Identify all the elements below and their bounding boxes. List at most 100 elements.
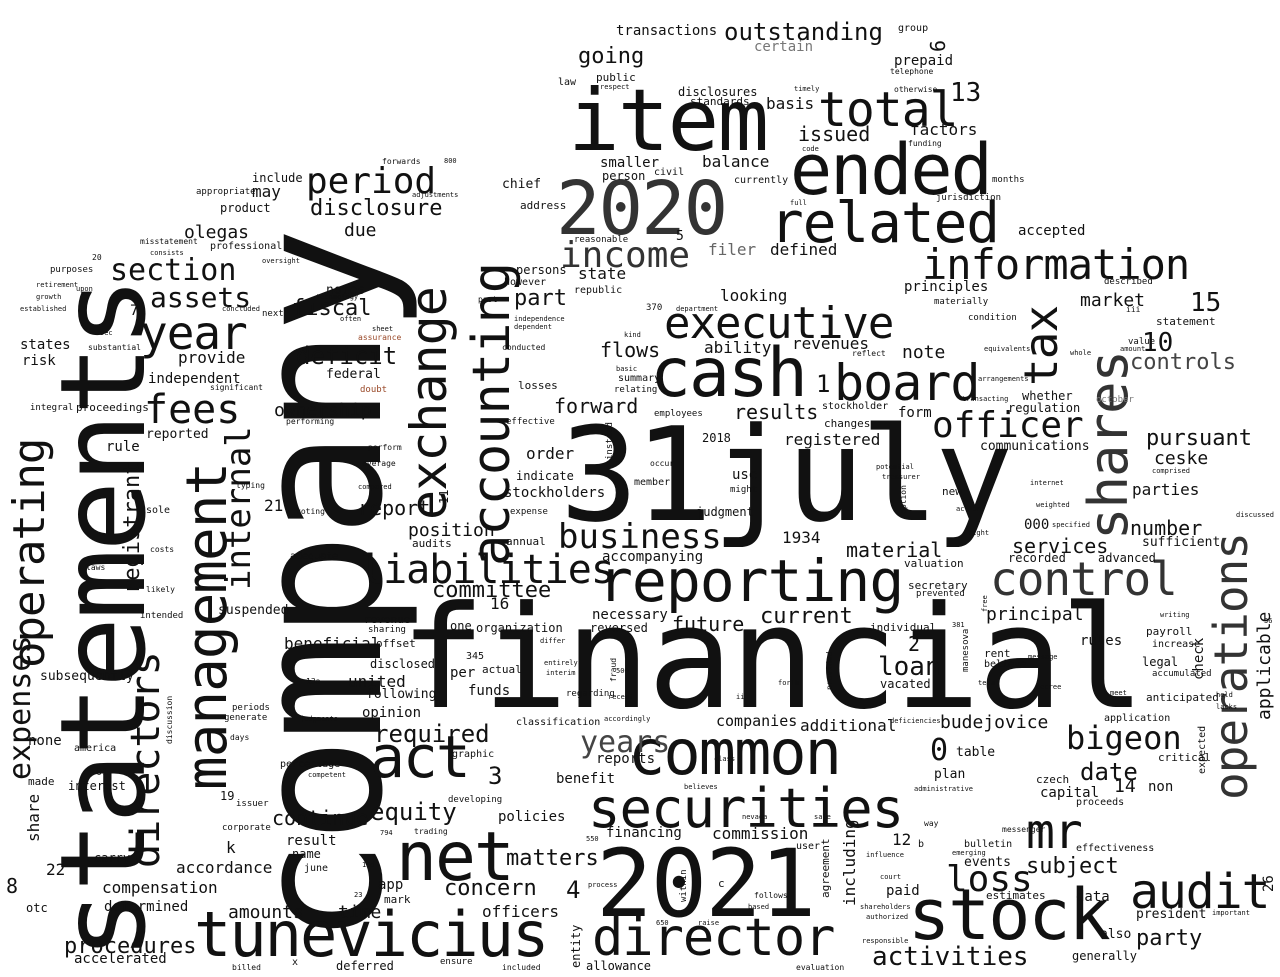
word-jurisdiction: jurisdiction: [936, 193, 1002, 203]
word-board: board: [834, 354, 981, 412]
word-full: full: [790, 199, 807, 207]
word-total: total: [818, 82, 958, 138]
word-7: 7: [130, 303, 139, 319]
word-made: made: [28, 775, 55, 788]
word-carry: carry: [94, 851, 131, 865]
word-administrative: administrative: [914, 785, 974, 793]
word-mr: mr: [1026, 804, 1083, 860]
word-deficit: deficit: [296, 342, 398, 370]
word-process: process: [588, 881, 618, 889]
word-effective: effective: [506, 417, 555, 427]
word-typing: typing: [236, 481, 265, 490]
word-perform: perform: [368, 443, 402, 452]
word-reasonable: reasonable: [574, 235, 629, 245]
word-relating: relating: [614, 385, 658, 395]
word-including: including: [840, 819, 859, 906]
word-whether: whether: [1022, 389, 1073, 403]
word-01: 01: [96, 767, 109, 778]
word-vacated: vacated: [880, 677, 931, 691]
word-period: period: [306, 161, 437, 202]
word-interest: interest: [68, 779, 126, 793]
word-next: next: [262, 309, 284, 319]
word-accelerated: accelerated: [74, 951, 167, 967]
word-c: c: [718, 877, 725, 890]
word-15d: 15d: [362, 861, 375, 869]
word-shareholders: shareholders: [860, 903, 911, 911]
word-650: 650: [656, 919, 669, 927]
word-none: none: [28, 733, 62, 749]
word-policies: policies: [498, 809, 566, 825]
word-future: future: [672, 612, 745, 636]
word-performing: performing: [286, 417, 335, 426]
word-consists: consists: [150, 249, 184, 257]
word-described: described: [1104, 277, 1153, 287]
word-appropriate: appropriate: [196, 187, 256, 197]
word-changes: changes: [824, 417, 871, 430]
word-funds: funds: [468, 683, 511, 699]
word-accordingly: accordingly: [604, 715, 651, 723]
word-substantial: substantial: [88, 343, 141, 352]
word-8: 8: [6, 874, 19, 898]
word-judgments: judgments: [300, 715, 338, 723]
word-0: 0: [930, 733, 949, 768]
word-800: 800: [444, 157, 457, 165]
word-manesova: manesova: [961, 628, 971, 672]
word-person: person: [602, 169, 646, 183]
word-operations: operations: [1204, 533, 1258, 800]
word-significant: significant: [210, 383, 263, 392]
word-events: events: [964, 855, 1011, 870]
word-income: income: [560, 235, 691, 276]
word-independent: independent: [148, 371, 241, 387]
word-per: per: [450, 665, 476, 681]
word-2018: 2018: [702, 431, 731, 445]
word-critical: critical: [1158, 751, 1211, 764]
word-provided: provided: [825, 651, 834, 690]
word-stockholders: stockholders: [504, 485, 606, 501]
word-responsible: responsible: [862, 937, 909, 945]
word-right: right: [968, 529, 990, 537]
word-raise: raise: [698, 919, 720, 927]
word-purposes: purposes: [50, 265, 94, 275]
word-established: established: [20, 305, 67, 313]
word-net: net: [396, 818, 515, 897]
word-regarding: regarding: [566, 689, 615, 699]
word-sheet: sheet: [372, 325, 394, 333]
word-october: october: [1096, 395, 1134, 405]
word-commission: commission: [712, 824, 809, 843]
word-agreement: agreement: [819, 838, 832, 898]
word-data: data: [1076, 889, 1110, 905]
word-current: current: [760, 604, 853, 629]
word-following: following: [366, 687, 437, 702]
word-individual: individual: [870, 621, 937, 634]
word-prevented: prevented: [916, 589, 965, 599]
word-information: information: [922, 240, 1190, 289]
word-revenue: revenue: [364, 613, 411, 626]
word-550: 550: [586, 835, 599, 843]
word-year: year: [140, 306, 248, 360]
word-include: include: [252, 171, 303, 185]
word-discussed: discussed: [1236, 511, 1274, 519]
word-effectiveness: effectiveness: [1076, 843, 1155, 854]
word-voting: voting: [296, 507, 325, 516]
word-registrant: registrant: [120, 461, 145, 594]
word-ceske: ceske: [1154, 448, 1209, 469]
word-controls: controls: [1130, 350, 1236, 375]
word-plan: plan: [934, 767, 966, 782]
word-1: 1: [816, 370, 831, 398]
word-common: common: [628, 716, 842, 789]
word-instead: instead: [605, 422, 615, 460]
word-chief: chief: [502, 177, 542, 192]
word-disclosures: disclosures: [678, 85, 758, 99]
word-11: 11: [437, 489, 451, 504]
word-entity: entity: [569, 924, 583, 968]
word-related: related: [770, 191, 1000, 256]
word-forwards: forwards: [382, 157, 421, 166]
word-revenues: revenues: [792, 334, 870, 353]
word-law: law: [558, 77, 577, 88]
word-operating: operating: [4, 438, 55, 668]
word-liabilities: liabilities: [360, 547, 615, 593]
word-indicate: indicate: [516, 469, 574, 483]
word-internal: internal: [219, 426, 259, 590]
word-recent: recent: [608, 693, 634, 701]
word-report: report: [358, 496, 431, 520]
